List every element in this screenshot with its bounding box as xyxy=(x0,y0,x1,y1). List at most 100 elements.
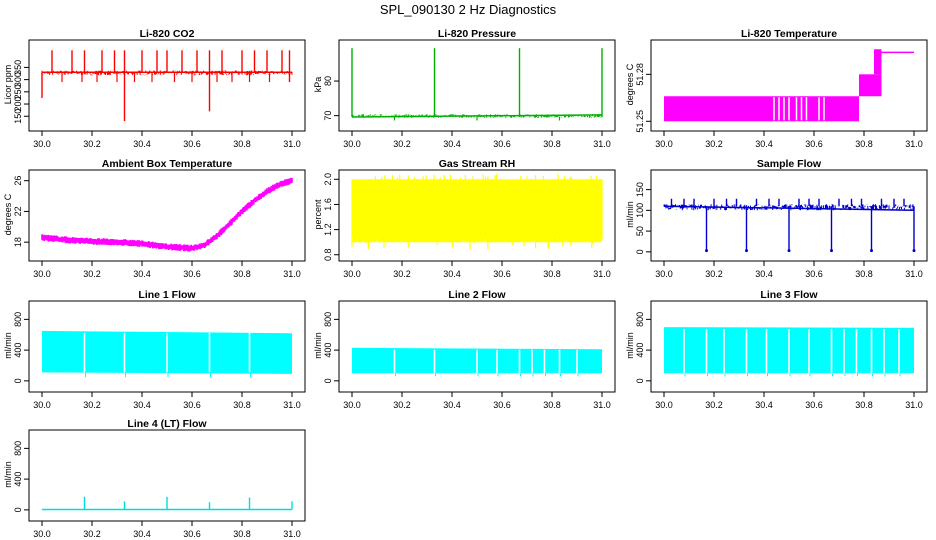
x-tick-label: 31.0 xyxy=(593,400,611,410)
x-tick-label: 30.6 xyxy=(805,400,823,410)
y-tick-label: 0 xyxy=(635,378,645,383)
panel-line1: Line 1 Flow ml/min 30.0 30.2 30.4 30.6 30.8 31.… xyxy=(3,289,306,410)
x-tick-label: 30.6 xyxy=(493,139,511,149)
x-tick-label: 30.2 xyxy=(705,400,723,410)
x-tick-label: 30.4 xyxy=(133,529,151,539)
y-axis-label: ml/min xyxy=(313,332,323,359)
x-tick-label: 30.8 xyxy=(233,529,251,539)
panel-temperature: Li-820 Temperature degrees C 30.0 30.2 30.4 3… xyxy=(625,28,928,149)
panel-line4: Line 4 (LT) Flow ml/min 30.0 30.2 30.4 30.6 30… xyxy=(3,418,306,539)
y-tick-label: 400 xyxy=(323,343,333,358)
x-tick-label: 30.2 xyxy=(393,400,411,410)
y-tick-label: 100 xyxy=(635,203,645,218)
y-tick-label: 800 xyxy=(635,312,645,327)
y-tick-label: 250 xyxy=(13,84,23,99)
panel-title: Sample Flow xyxy=(757,158,822,170)
x-tick-label: 30.2 xyxy=(83,529,101,539)
y-tick-label: 70 xyxy=(323,111,333,121)
x-tick-label: 31.0 xyxy=(905,139,923,149)
x-tick-label: 30.0 xyxy=(343,269,361,279)
x-tick-label: 30.2 xyxy=(83,400,101,410)
x-tick-label: 30.8 xyxy=(233,139,251,149)
y-axis-label: degrees C xyxy=(625,63,635,105)
panel-line3: Line 3 Flow ml/min 30.0 30.2 30.4 30.6 30.8 31.… xyxy=(625,289,928,410)
x-tick-label: 30.0 xyxy=(33,529,51,539)
series-co2 xyxy=(41,50,293,122)
dip-point xyxy=(912,249,916,253)
x-tick-label: 30.0 xyxy=(33,139,51,149)
x-tick-label: 30.8 xyxy=(543,400,561,410)
x-tick-label: 31.0 xyxy=(905,269,923,279)
y-axis-label: ml/min xyxy=(3,461,13,488)
x-tick-label: 30.0 xyxy=(655,269,673,279)
y-axis-label: percent xyxy=(313,199,323,230)
y-tick-label: 800 xyxy=(13,312,23,327)
x-tick-label: 30.4 xyxy=(443,400,461,410)
plot-frame xyxy=(28,300,306,393)
dip-point xyxy=(745,249,748,253)
x-tick-label: 30.8 xyxy=(855,400,873,410)
y-tick-label: 0 xyxy=(635,249,645,254)
x-tick-label: 31.0 xyxy=(593,269,611,279)
y-tick-label: 50 xyxy=(635,226,645,236)
panel-title: Gas Stream RH xyxy=(439,158,515,170)
x-tick-label: 30.2 xyxy=(83,269,101,279)
panel-title: Li-820 Temperature xyxy=(741,28,837,40)
x-tick-label: 30.2 xyxy=(705,269,723,279)
series-ambient xyxy=(41,177,293,252)
dip-point xyxy=(830,249,833,253)
x-tick-label: 31.0 xyxy=(283,139,301,149)
panel-pressure: Li-820 Pressure kPa 30.0 30.2 30.4 30.6 30.8 31… xyxy=(313,28,616,149)
y-tick-label: 18 xyxy=(13,237,23,247)
temp-block xyxy=(859,74,882,97)
x-tick-label: 30.0 xyxy=(655,400,673,410)
panel-line2: Line 2 Flow ml/min 30.0 30.2 30.4 30.6 30.8 31.… xyxy=(313,289,616,410)
panel-title: Li-820 CO2 xyxy=(140,28,195,40)
x-tick-label: 30.4 xyxy=(443,139,461,149)
x-tick-label: 30.0 xyxy=(343,139,361,149)
dip-point xyxy=(870,249,873,253)
plot-frame xyxy=(650,300,928,393)
series-sample_flow xyxy=(663,198,916,253)
x-tick-label: 30.2 xyxy=(705,139,723,149)
y-tick-label: 350 xyxy=(13,60,23,75)
x-tick-label: 30.4 xyxy=(755,400,773,410)
series-line2 xyxy=(352,347,602,377)
x-tick-label: 30.2 xyxy=(393,139,411,149)
y-axis-label: ml/min xyxy=(625,201,635,228)
x-tick-label: 31.0 xyxy=(283,400,301,410)
panels: Li-820 CO2 Licor ppm 30.0 30.2 30.4 30.6 30.8 3… xyxy=(3,28,928,539)
x-tick-label: 30.6 xyxy=(183,269,201,279)
plot-frame xyxy=(28,39,306,132)
y-tick-label: 400 xyxy=(635,343,645,358)
x-tick-label: 30.6 xyxy=(183,529,201,539)
y-tick-label: 150 xyxy=(635,182,645,197)
y-tick-label: 150 xyxy=(13,109,23,124)
x-tick-label: 30.6 xyxy=(493,269,511,279)
y-tick-label: 200 xyxy=(13,97,23,112)
y-tick-label: 0 xyxy=(323,378,333,383)
series-line xyxy=(351,114,603,118)
y-axis-label: ml/min xyxy=(625,332,635,359)
y-tick-label: 2.0 xyxy=(323,173,333,186)
panel-rh: Gas Stream RH percent 30.0 30.2 30.4 30.6 30.8… xyxy=(313,158,616,279)
panel-title: Line 4 (LT) Flow xyxy=(127,418,207,430)
y-tick-label: 51.25 xyxy=(635,110,645,133)
x-tick-label: 30.6 xyxy=(805,139,823,149)
x-tick-label: 30.4 xyxy=(443,269,461,279)
series-line4 xyxy=(41,496,293,511)
y-axis-label: degrees C xyxy=(3,193,13,235)
panel-ambient: Ambient Box Temperature degrees C 30.0 30.2… xyxy=(3,158,306,279)
rh-band xyxy=(351,174,603,250)
y-tick-label: 1.2 xyxy=(323,223,333,236)
x-tick-label: 30.4 xyxy=(755,139,773,149)
plot-frame xyxy=(650,39,928,132)
y-tick-label: 400 xyxy=(13,472,23,487)
x-tick-label: 30.6 xyxy=(805,269,823,279)
x-tick-label: 30.4 xyxy=(133,139,151,149)
y-tick-label: 0 xyxy=(13,507,23,512)
y-axis-label: Licor ppm xyxy=(3,65,13,105)
panel-title: Li-820 Pressure xyxy=(438,28,516,40)
series-line3 xyxy=(664,327,914,377)
